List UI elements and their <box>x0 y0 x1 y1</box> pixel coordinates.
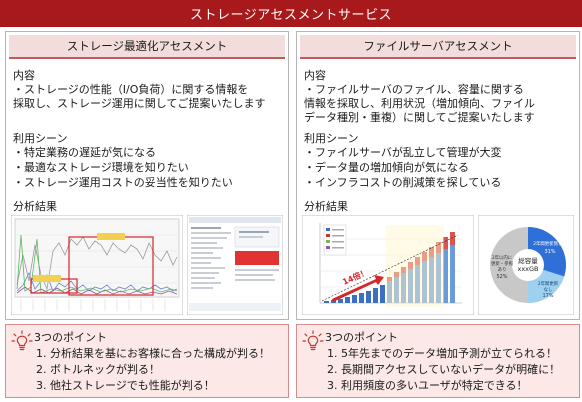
result-heading: 分析結果 <box>13 200 57 213</box>
growth-forecast-thumbnail: 14倍！ <box>302 215 474 315</box>
scene-item: ・ファイルサーバが乱立して管理が大変 <box>304 146 502 159</box>
forecast-bars <box>324 232 455 303</box>
content-line: ・ファイルサーバのファイル、容量に関する <box>304 83 524 96</box>
key-points-box: 3つのポイント 1. 分析結果を基にお客様に合った構成が判る！ 2. ボトルネッ… <box>5 324 289 398</box>
point-item: 3. 他社ストレージでも性能が判る！ <box>36 379 215 392</box>
content-heading: 内容 <box>13 69 35 82</box>
point-item: 3. 利用頻度の多いユーザが特定できる！ <box>327 379 528 392</box>
point-item: 1. 分析結果を基にお客様に合った構成が判る！ <box>36 347 270 360</box>
pie-label: 2年間更新 <box>538 280 559 287</box>
pie-label: 31% <box>544 249 555 255</box>
scene-item: ・データ量の増加傾向が気になる <box>304 161 469 174</box>
points-heading: 3つのポイント <box>34 331 107 344</box>
content-line: ・ストレージの性能（I/O負荷）に関する情報を <box>13 83 249 96</box>
key-points-box: 3つのポイント 1. 5年先までのデータ増加予測が立てられる！ 2. 長期間アク… <box>296 324 580 398</box>
report-screenshot-thumbnail <box>187 215 283 315</box>
service-title: ストレージアセスメントサービス <box>190 8 392 23</box>
panel-title: ファイルサーバアセスメント <box>300 35 576 59</box>
pie-center-value: xxxGB <box>517 265 538 273</box>
scene-item: ・特定業務の遅延が気になる <box>13 146 156 159</box>
pie-label: 17% <box>542 293 553 299</box>
pie-label: なし <box>544 286 553 293</box>
point-item: 2. 長期間アクセスしていないデータが明確に！ <box>327 363 561 376</box>
scene-item: ・最適なストレージ環境を知りたい <box>13 161 189 174</box>
result-heading: 分析結果 <box>304 200 348 213</box>
scene-item: ・インフラコストの削減策を探している <box>304 176 502 189</box>
scene-heading: 利用シーン <box>13 132 68 145</box>
content-line: データ種別・重複）に関してご提案いたします <box>304 111 535 124</box>
content-heading: 内容 <box>304 69 326 82</box>
point-item: 1. 5年先までのデータ増加予測が立てられる！ <box>327 347 557 360</box>
capacity-pie-thumbnail: 総容量 xxxGB 2年間更新無しは 31% 2年間更新 なし 17% 2年以内… <box>478 215 574 315</box>
storage-optimization-panel: ストレージ最適化アセスメント 内容 ・ストレージの性能（I/O負荷）に関する情報… <box>5 31 289 320</box>
pie-label: あり <box>498 267 507 273</box>
file-server-panel: ファイルサーバアセスメント 内容 ・ファイルサーバのファイル、容量に関する 情報… <box>296 31 580 320</box>
content-line: 採取し、ストレージ運用に関してご提案いたします <box>13 97 266 110</box>
content-line: 情報を採取し、利用状況（増加傾向、ファイル <box>304 97 535 110</box>
performance-graph-thumbnail <box>11 215 183 315</box>
lightbulb-icon <box>11 330 33 351</box>
points-heading: 3つのポイント <box>325 331 398 344</box>
service-title-bar: ストレージアセスメントサービス <box>0 0 582 27</box>
point-item: 2. ボトルネックが判る！ <box>36 363 160 376</box>
pie-label: 更新・参照 <box>491 260 514 267</box>
pie-label: 2年以内に <box>492 254 512 261</box>
scene-item: ・ストレージ運用コストの妥当性を知りたい <box>13 176 233 189</box>
pie-center-label: 総容量 <box>518 256 538 265</box>
pie-label: 52% <box>496 274 507 280</box>
scene-heading: 利用シーン <box>304 132 359 145</box>
pie-label: 2年間更新無しは <box>533 240 567 247</box>
lightbulb-icon <box>302 330 324 351</box>
panel-title: ストレージ最適化アセスメント <box>9 35 285 59</box>
